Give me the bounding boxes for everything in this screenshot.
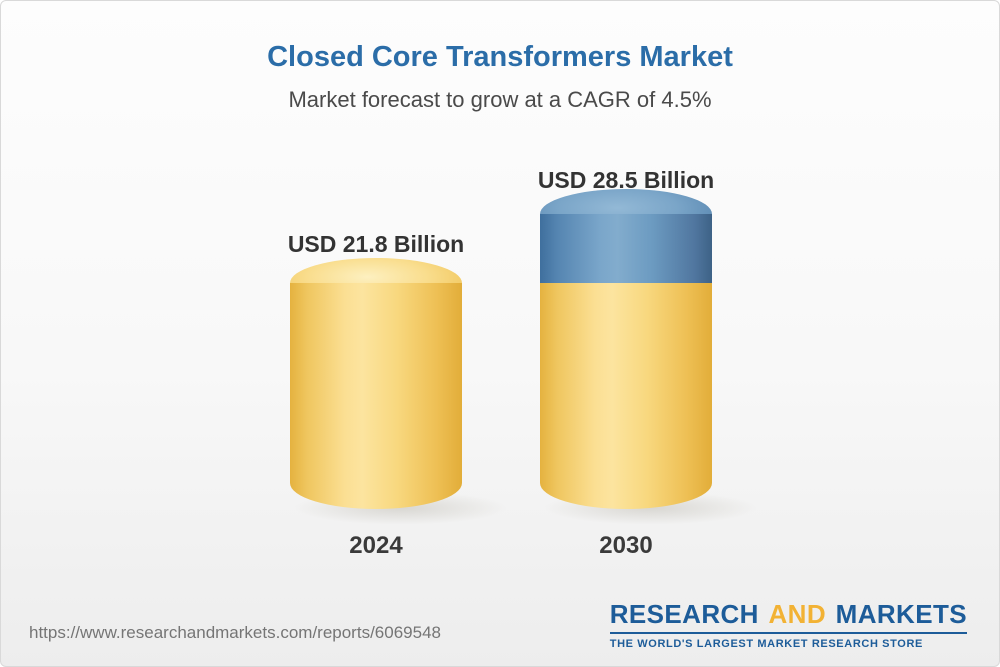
category-label-2030: 2030	[599, 532, 653, 559]
bar-2024-body-clip	[290, 283, 462, 509]
logo-word-markets: MARKETS	[835, 599, 967, 629]
bar-2024-body	[290, 283, 462, 509]
logo-tagline: THE WORLD'S LARGEST MARKET RESEARCH STOR…	[609, 638, 923, 650]
bar-2024	[290, 258, 462, 509]
report-url[interactable]: https://www.researchandmarkets.com/repor…	[29, 623, 441, 642]
logo-underline	[609, 632, 967, 634]
value-label-2030: USD 28.5 Billion	[537, 167, 715, 193]
chart-title: Closed Core Transformers Market	[267, 41, 733, 73]
logo-word-and: AND	[768, 599, 827, 629]
bar-2030-growth-segment	[540, 214, 712, 283]
value-label-2024: USD 21.8 Billion	[287, 231, 465, 257]
bar-2030-base-segment	[540, 283, 712, 509]
bar-2030-body-clip	[540, 214, 712, 509]
logo-wordmark: RESEARCH AND MARKETS	[610, 599, 967, 630]
bar-2030	[540, 189, 712, 509]
logo-word-research: RESEARCH	[609, 599, 759, 629]
chart-subtitle: Market forecast to grow at a CAGR of 4.5…	[288, 87, 712, 112]
research-and-markets-logo[interactable]: RESEARCH AND MARKETS THE WORLD'S LARGEST…	[609, 599, 967, 650]
category-label-2024: 2024	[349, 532, 403, 559]
